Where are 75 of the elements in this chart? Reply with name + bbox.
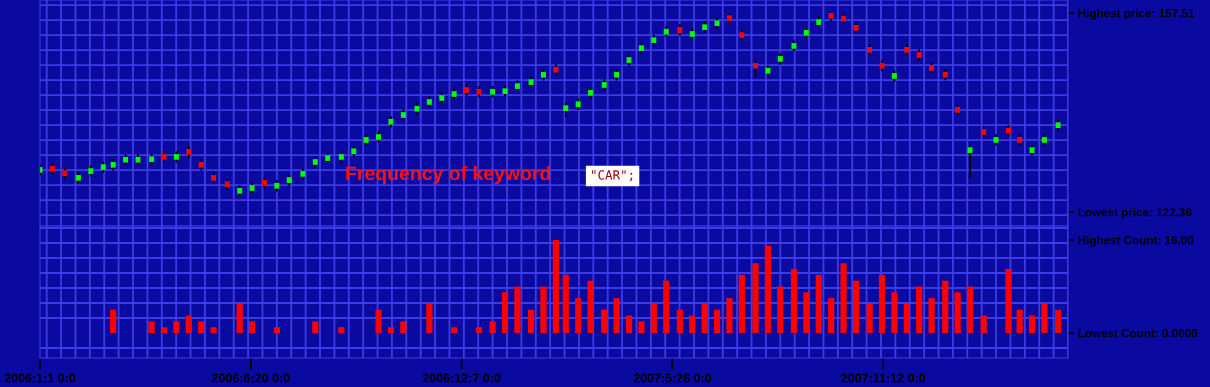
y-tick-label: Lowest price: 122.36 [1078,207,1192,219]
bar [210,327,217,333]
bar [980,315,987,333]
bar [400,321,407,333]
bar [173,321,180,333]
x-tick-label: 2007:5:26 0:0 [633,373,712,383]
bar [966,286,974,333]
bar [625,315,633,333]
bar [198,321,205,333]
bar [840,263,847,333]
bar [828,298,835,333]
bar [387,327,395,333]
annotation: "CAR"; [592,170,633,182]
bar [552,239,559,333]
bar [803,292,810,333]
bar [475,327,483,333]
bar [689,315,696,333]
bar [777,286,784,333]
bar [273,327,280,333]
bar [514,286,521,333]
bar [815,274,822,333]
bar [613,298,620,333]
candlestick [967,143,973,179]
bar [866,303,873,333]
x-tick-label: 2007:11:12 0:0 [841,373,926,383]
x-tick-label: 2006:1:1 0:0 [4,373,76,383]
bar [338,327,345,333]
bar [903,303,910,333]
bar [764,245,772,333]
bar [663,280,670,333]
bar [701,303,708,333]
bar [1016,309,1023,333]
bar [928,298,935,333]
bar [1005,269,1012,333]
bar [638,321,645,333]
bar [160,327,168,333]
bar [726,298,733,333]
bar [1041,303,1048,333]
bar [312,321,319,333]
bar [489,321,496,333]
bar [878,274,886,333]
bar [148,321,155,333]
bar [601,309,608,333]
bar [575,298,582,333]
bar [426,303,433,333]
bar [587,280,594,333]
bar [891,292,898,333]
y-tick-label: Highest Count: 16.00 [1078,235,1194,247]
bar [451,327,458,333]
bar [954,292,961,333]
bar [916,286,923,333]
y-tick-label: Lowest Count: 0.0000 [1078,329,1198,338]
bar [713,309,721,333]
bar [562,274,569,333]
bar [942,280,949,333]
bar [852,280,860,333]
x-tick-label: 2006:6:20 0:0 [211,373,290,383]
bar [501,292,509,333]
bar [1028,315,1036,333]
bar [676,309,683,333]
x-tick-label: 2006:12:7 0:0 [422,373,501,383]
bar [540,286,547,333]
bar [375,309,382,333]
bar [185,315,192,333]
bar [752,263,759,333]
bar [527,309,535,333]
bar [236,303,243,333]
y-tick-label: Highest price: 157.51 [1078,8,1195,20]
bar [650,303,657,333]
bar [248,321,256,333]
bar [110,309,117,333]
bar [1054,309,1062,333]
text: Frequency of keyword [346,165,551,185]
bar [738,274,745,333]
bar [790,269,798,333]
